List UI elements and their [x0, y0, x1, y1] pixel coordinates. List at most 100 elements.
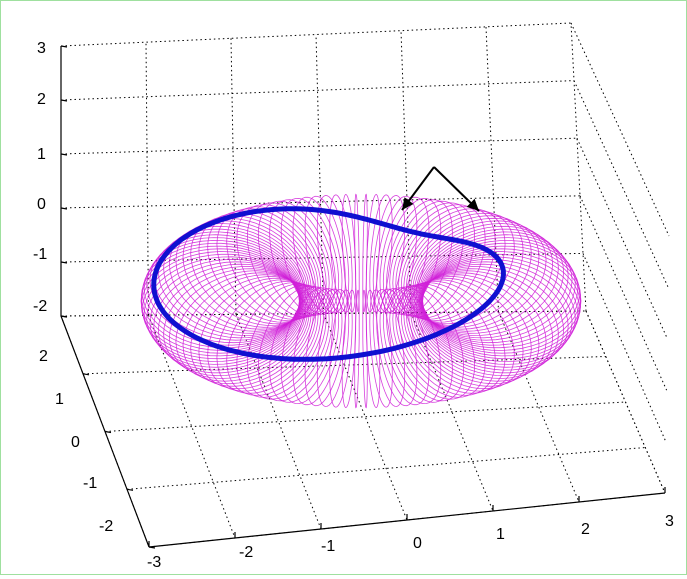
x-tick-label: -3	[147, 554, 161, 571]
torus-meridian	[386, 286, 453, 403]
torus-meridian	[419, 261, 573, 368]
torus-meridian	[198, 212, 317, 325]
torus-meridian	[395, 204, 486, 319]
torus-meridian	[392, 284, 475, 400]
y-tick	[60, 315, 68, 318]
torus-meridian	[362, 193, 368, 313]
torus-meridian	[400, 280, 506, 394]
grid-line	[485, 26, 499, 312]
z-tick	[60, 153, 68, 156]
grid-line	[60, 137, 578, 155]
torus-meridian	[292, 288, 343, 406]
torus-meridian	[280, 197, 340, 315]
torus-meridian	[216, 280, 322, 394]
torus-meridian	[247, 202, 330, 318]
torus-meridian	[226, 206, 324, 320]
torus-meridian	[216, 208, 322, 322]
y-tick	[82, 373, 90, 376]
vector-arrow-head	[402, 197, 414, 210]
y-tick-label: 2	[39, 348, 48, 365]
torus-meridian	[354, 289, 360, 409]
torus-meridian	[389, 200, 465, 317]
grid-line	[315, 34, 324, 314]
torus-meridian	[412, 220, 547, 330]
z-tick-label: -2	[33, 298, 47, 315]
torus-meridian	[417, 228, 564, 336]
y-tick-label: 0	[71, 434, 80, 451]
torus-meridian	[415, 268, 559, 377]
grid-line	[148, 315, 236, 539]
torus-meridian	[163, 268, 307, 377]
curve-line	[151, 206, 506, 362]
grid-line	[400, 30, 412, 313]
y-tick	[148, 546, 156, 549]
torus-meridian	[169, 270, 308, 379]
y-tick	[104, 430, 112, 434]
grid-line	[230, 38, 237, 315]
vector-arrow-head	[466, 198, 479, 211]
x-tick-label: 1	[496, 526, 505, 543]
grid-line	[60, 310, 587, 317]
z-tick-label: 0	[37, 196, 46, 213]
torus-meridian	[369, 194, 393, 313]
z-tick-label: -1	[33, 246, 47, 263]
y-tick	[126, 488, 134, 491]
torus-meridian	[236, 283, 327, 398]
grid-line	[498, 311, 580, 503]
z-tick-label: 3	[37, 40, 46, 57]
torus-meridian	[417, 266, 564, 374]
torus-meridian	[269, 199, 336, 316]
torus-meridian	[372, 195, 406, 313]
torus-meridian	[382, 197, 442, 315]
torus-meridian	[280, 287, 340, 405]
grid-line	[60, 80, 575, 101]
torus-meridian	[420, 258, 576, 365]
torus-meridian	[421, 256, 579, 362]
torus-meridian	[146, 258, 302, 365]
torus-meridian	[405, 277, 524, 390]
torus-meridian	[316, 195, 350, 313]
torus-meridian	[376, 288, 418, 407]
torus-meridian	[247, 284, 330, 400]
torus-meridian	[175, 272, 310, 382]
grid-line	[582, 253, 667, 442]
grid-line	[145, 42, 149, 316]
grid-line	[104, 401, 626, 432]
torus-meridian	[422, 251, 581, 357]
z-tick	[60, 207, 68, 210]
torus-surface	[140, 193, 582, 409]
x-tick-label: 3	[665, 513, 674, 530]
torus-meridian	[382, 287, 442, 405]
grid-line	[573, 80, 669, 288]
torus-meridian	[392, 202, 475, 318]
torus-meridian	[418, 263, 569, 371]
z-tick-label: 1	[37, 146, 46, 163]
torus-meridian	[389, 285, 465, 402]
grid-line	[60, 252, 584, 263]
torus-meridian	[226, 282, 324, 396]
x-tick-label: 2	[581, 521, 590, 538]
grid-line	[579, 195, 668, 391]
z-tick	[60, 99, 68, 102]
torus-meridian	[190, 276, 314, 387]
grid-line	[576, 137, 668, 340]
z-tick-label: 2	[37, 91, 46, 108]
torus-meridian	[408, 276, 532, 387]
torus-meridian	[398, 282, 496, 396]
torus-meridian	[207, 210, 319, 323]
grid-line	[570, 22, 670, 237]
curve-on-torus	[151, 206, 506, 362]
torus-meridian	[257, 285, 333, 402]
torus-meridian	[269, 286, 336, 403]
torus-meridian	[316, 289, 350, 407]
torus-meridian	[414, 270, 553, 379]
torus-meridian	[395, 283, 486, 398]
torus-meridian	[198, 277, 317, 390]
tangent-vectors	[401, 166, 480, 212]
torus-meridian	[405, 212, 524, 325]
y-tick-label: -2	[99, 518, 113, 535]
torus-meridian	[410, 274, 540, 385]
torus-meridian	[329, 289, 353, 408]
torus-meridian	[412, 272, 547, 382]
